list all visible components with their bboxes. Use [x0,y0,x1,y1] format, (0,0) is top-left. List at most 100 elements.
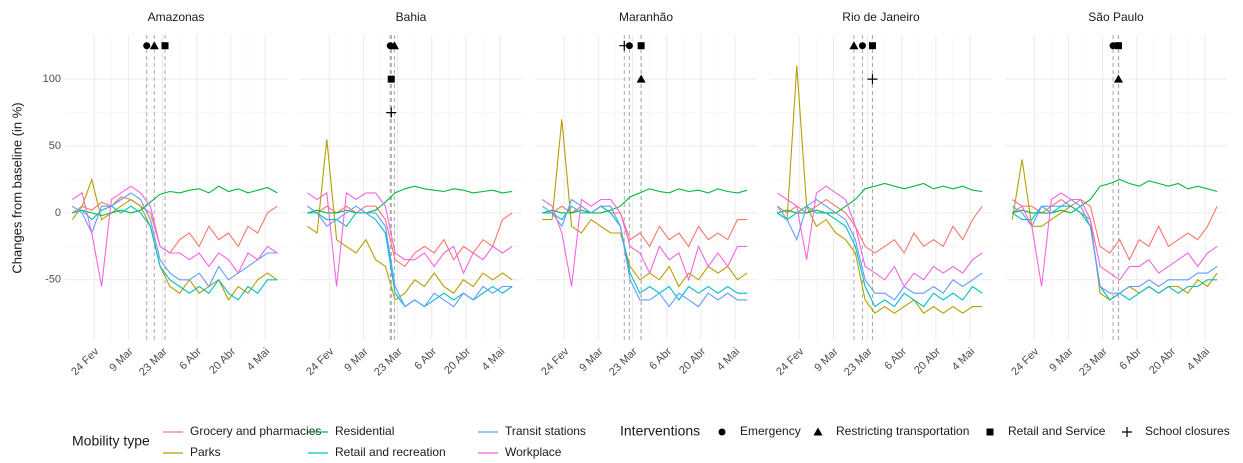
x-tick-label: 4 Mai [1185,346,1213,374]
intervention-point [867,74,878,85]
panel-title: Maranhão [619,10,673,24]
x-tick-label: 20 Abr [677,345,708,376]
panel: Maranhão 24 Fev 9 Mar 23 Mar 6 Abr 20 Abr 4 Ma… [535,10,757,378]
x-tick-label: 4 Mai [950,346,978,374]
series-line [541,198,748,308]
intervention-point [386,107,397,118]
legend-symbol [813,427,823,436]
x-tick-label: 6 Abr [882,345,909,372]
legend-label: Parks [190,445,221,459]
legend-label: Restricting transportation [836,424,969,438]
y-tick-label: 50 [49,140,61,152]
intervention-point [389,41,399,50]
legend-label: Transit stations [505,424,586,438]
legend-item: Retail and Service [986,424,1106,438]
series-line [1011,198,1218,294]
legend-item: Emergency [718,424,801,438]
legend-label: Emergency [740,424,801,438]
intervention-point [637,42,645,50]
legend-label: Workplace [505,445,562,459]
x-tick-label: 20 Abr [207,345,238,376]
series-line [71,196,278,254]
legend-item: Restricting transportation [813,424,969,438]
x-tick-label: 9 Mar [577,345,606,374]
panel: Rio de Janeiro 24 Fev 9 Mar 23 Mar 6 Abr 20 A… [770,10,992,378]
x-tick-label: 23 Mar [607,345,640,378]
y-tick-label: -50 [45,274,61,286]
series-line [1012,178,1218,214]
intervention-point [868,42,876,50]
legend-label: School closures [1145,424,1230,438]
series-line [72,205,278,301]
series-line [541,198,748,287]
legend-symbol [1122,427,1132,437]
series-line [307,185,513,214]
intervention-point [143,42,151,50]
panel-title: São Paulo [1088,10,1144,24]
series-line [72,185,278,217]
panel: Bahia 24 Fev 9 Mar 23 Mar 6 Abr 20 Abr 4 Mai [300,10,522,378]
intervention-point [858,42,866,50]
x-tick-label: 23 Mar [1077,345,1110,378]
x-tick-label: 20 Abr [1147,345,1178,376]
x-tick-label: 6 Abr [177,345,204,372]
legend-title: Mobility type [72,433,150,449]
x-tick-label: 24 Fev [1009,345,1042,378]
x-tick-label: 4 Mai [245,346,273,374]
panel-title: Amazonas [148,10,205,24]
legend-label: Grocery and pharmacies [190,424,321,438]
series-line [776,205,983,308]
x-tick-label: 6 Abr [647,345,674,372]
series-line [1011,192,1218,287]
legend-symbol [986,428,994,436]
series-line [306,205,513,308]
x-tick-label: 4 Mai [715,346,743,374]
y-axis-label: Changes from baseline (in %) [9,102,24,273]
legend-item: School closures [1122,424,1230,438]
series-line [777,182,983,214]
series-line [1011,198,1218,261]
x-tick-label: 23 Mar [137,345,170,378]
intervention-point [636,74,646,83]
legend-label: Retail and Service [1008,424,1106,438]
x-tick-label: 24 Fev [304,345,337,378]
intervention-point [387,75,395,83]
panel: Amazonas -50 0 50 100 24 Fev 9 Mar 23 Mar 6 Abr 2… [43,10,287,378]
series-line [776,65,983,314]
intervention-point [619,40,630,51]
x-tick-label: 4 Mai [480,346,508,374]
x-tick-label: 9 Mar [107,345,136,374]
panel: São Paulo 24 Fev 9 Mar 23 Mar 6 Abr 20 Abr 4 M… [1005,10,1227,378]
series-line [1011,159,1218,301]
series-line [306,205,513,268]
series-line [1011,205,1218,301]
legend-symbol [718,428,726,436]
x-tick-label: 9 Mar [342,345,371,374]
x-tick-label: 20 Abr [912,345,943,376]
intervention-point [1114,42,1122,50]
x-tick-label: 23 Mar [842,345,875,378]
series-line [542,205,748,301]
interventions-title: Interventions [620,423,700,439]
panel-title: Bahia [396,10,427,24]
x-tick-label: 20 Abr [442,345,473,376]
series-line [542,188,748,214]
intervention-point [1109,42,1117,50]
series-line [306,191,513,287]
series-line [542,119,748,288]
x-tick-label: 6 Abr [412,345,439,372]
legend-label: Retail and recreation [335,445,446,459]
series-line [71,177,278,301]
intervention-point [625,42,633,50]
x-tick-label: 24 Fev [539,345,572,378]
series-line [71,192,278,288]
x-tick-label: 9 Mar [812,345,841,374]
x-tick-label: 24 Fev [69,345,102,378]
intervention-point [849,41,859,50]
intervention-point [149,41,159,50]
panel-title: Rio de Janeiro [842,10,920,24]
legend-label: Residential [335,424,394,438]
y-tick-label: 0 [55,207,61,219]
x-tick-label: 23 Mar [372,345,405,378]
